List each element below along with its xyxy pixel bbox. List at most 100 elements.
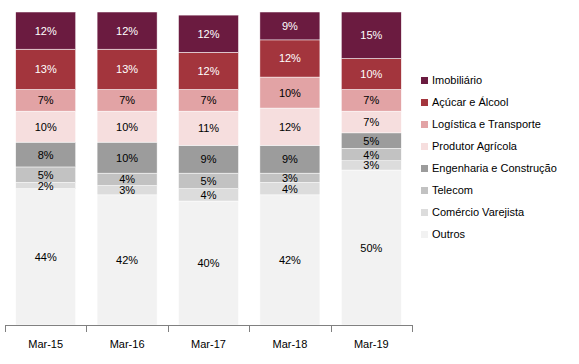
bar-segment [97, 173, 157, 185]
data-label: 5% [38, 169, 54, 181]
legend-swatch [421, 209, 428, 216]
data-label: 3% [363, 159, 379, 171]
bar-segment [341, 148, 401, 160]
legend: Imobiliário Açúcar e Álcool Logística e Tr… [421, 74, 557, 240]
bar-segment [16, 12, 76, 49]
data-label: 42% [279, 254, 301, 266]
data-label: 12% [197, 65, 219, 77]
chart: 44%2%5%8%10%7%13%12%42%3%4%10%10%7%13%12… [0, 0, 579, 364]
bar-segment [97, 89, 157, 111]
data-label: 12% [197, 28, 219, 40]
data-label: 5% [363, 135, 379, 147]
data-label: 4% [201, 189, 217, 201]
data-label: 9% [282, 20, 298, 32]
data-label: 3% [282, 172, 298, 184]
bar-segment [341, 133, 401, 148]
data-label: 4% [119, 173, 135, 185]
legend-swatch [421, 165, 428, 172]
bar-segment [16, 89, 76, 111]
data-label: 3% [119, 184, 135, 196]
data-label: 7% [38, 94, 54, 106]
bar-segment [260, 40, 320, 77]
legend-swatch [421, 143, 428, 150]
bar-segment [16, 167, 76, 182]
data-label: 9% [201, 153, 217, 165]
bar-segment [260, 182, 320, 194]
bar-segment [97, 195, 157, 325]
bar-segment [179, 201, 239, 325]
x-tick-label: Mar-16 [110, 338, 145, 350]
legend-swatch [421, 121, 428, 128]
data-label: 9% [282, 153, 298, 165]
data-label: 10% [35, 121, 57, 133]
data-label: 7% [119, 94, 135, 106]
category-separator [331, 325, 332, 332]
bar-segment [179, 173, 239, 188]
legend-label: Telecom [432, 184, 473, 196]
bar-segment [16, 111, 76, 142]
x-axis: Mar-15 Mar-16 Mar-17 Mar-18 Mar-19 [5, 325, 413, 350]
legend-label: Logística e Transporte [432, 118, 541, 130]
bar-segment [179, 111, 239, 145]
data-label: 12% [116, 25, 138, 37]
bar-segment [97, 111, 157, 142]
legend-label: Produtor Agrícola [432, 140, 518, 152]
axis-line [5, 325, 412, 326]
bar-segment [179, 15, 239, 52]
bar-segment [341, 111, 401, 133]
data-label: 15% [360, 29, 382, 41]
bar-segment [16, 142, 76, 167]
x-tick-label: Mar-15 [28, 338, 63, 350]
data-label: 10% [360, 68, 382, 80]
legend-swatch [421, 77, 428, 84]
data-label: 5% [201, 175, 217, 187]
bars [16, 12, 402, 325]
legend-swatch [421, 99, 428, 106]
bar-segment [260, 12, 320, 40]
data-label: 8% [38, 149, 54, 161]
bar-segment [260, 108, 320, 145]
category-separator [5, 325, 6, 332]
data-labels: 44%2%5%8%10%7%13%12%42%3%4%10%10%7%13%12… [35, 20, 383, 269]
bar-segment [341, 12, 401, 58]
data-label: 7% [201, 94, 217, 106]
data-label: 44% [35, 251, 57, 263]
data-label: 4% [363, 149, 379, 161]
legend-label: Outros [432, 228, 466, 240]
data-label: 12% [35, 25, 57, 37]
data-label: 10% [116, 152, 138, 164]
data-label: 10% [279, 87, 301, 99]
x-tick-label: Mar-17 [191, 338, 226, 350]
bar-segment [179, 52, 239, 89]
bar-segment [97, 49, 157, 89]
bar-segment [16, 49, 76, 89]
data-label: 12% [279, 52, 301, 64]
data-label: 11% [198, 122, 219, 134]
legend-label: Imobiliário [432, 74, 482, 86]
data-label: 2% [38, 180, 54, 192]
x-tick-label: Mar-19 [354, 338, 389, 350]
bar-segment [179, 189, 239, 201]
x-tick-label: Mar-18 [272, 338, 307, 350]
bar-segment [179, 145, 239, 173]
bar-segment [341, 89, 401, 111]
data-label: 10% [116, 121, 138, 133]
legend-swatch [421, 187, 428, 194]
category-separator [249, 325, 250, 332]
bar-segment [260, 77, 320, 108]
legend-swatch [421, 231, 428, 238]
data-label: 7% [363, 94, 379, 106]
legend-label: Açúcar e Álcool [432, 96, 508, 108]
data-label: 50% [360, 242, 382, 254]
data-label: 40% [197, 257, 219, 269]
data-label: 13% [35, 63, 57, 75]
bar-segment [260, 195, 320, 325]
legend-label: Engenharia e Construção [432, 162, 557, 174]
legend-label: Comércio Varejista [432, 206, 525, 218]
category-separator [412, 325, 413, 332]
data-label: 12% [279, 121, 301, 133]
bar-segment [341, 170, 401, 325]
bar-segment [179, 89, 239, 111]
bar-segment [97, 12, 157, 49]
data-label: 42% [116, 254, 138, 266]
